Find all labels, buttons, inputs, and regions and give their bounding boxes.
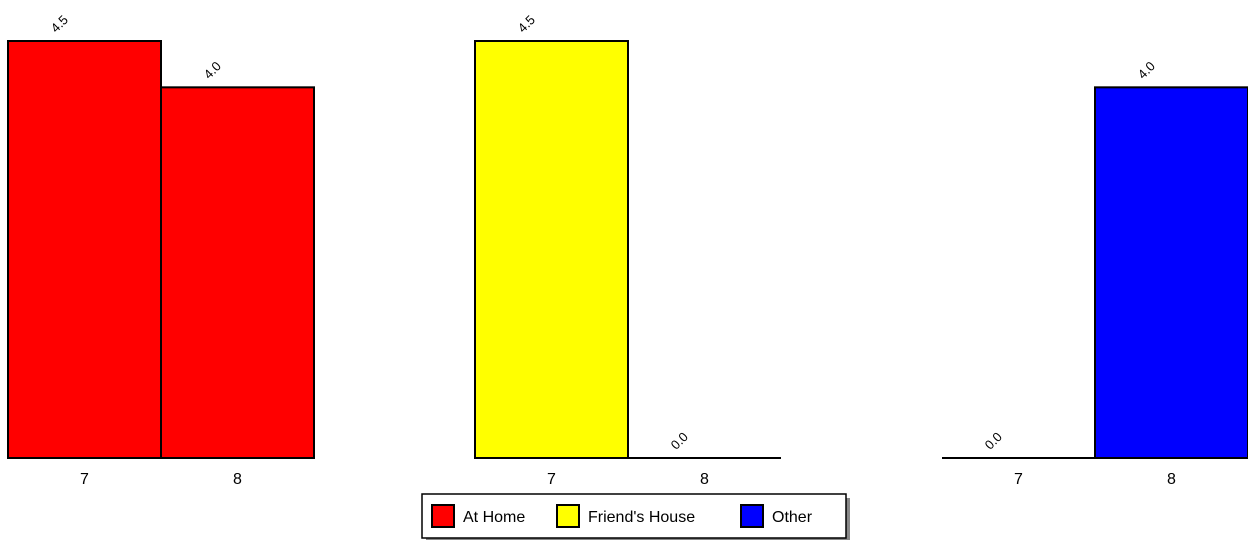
legend-swatch xyxy=(556,504,580,528)
data-label: 4.5 xyxy=(48,12,71,35)
x-tick-label: 7 xyxy=(80,471,89,488)
data-label: 4.0 xyxy=(1135,58,1158,81)
legend-swatch xyxy=(431,504,455,528)
data-label: 0.0 xyxy=(982,429,1005,452)
x-tick-label: 8 xyxy=(233,471,242,488)
legend-label: Friend's House xyxy=(588,509,695,526)
bar xyxy=(160,86,315,459)
legend-swatch xyxy=(740,504,764,528)
bar xyxy=(7,40,162,459)
legend-box xyxy=(421,493,847,539)
legend-label: At Home xyxy=(463,509,525,526)
x-tick-label: 8 xyxy=(700,471,709,488)
data-label: 4.0 xyxy=(201,58,224,81)
x-tick-label: 7 xyxy=(1014,471,1023,488)
legend: At Home Friend's House Other xyxy=(421,493,850,542)
x-tick-label: 7 xyxy=(547,471,556,488)
bar xyxy=(474,40,629,459)
data-label: 4.5 xyxy=(515,12,538,35)
bar xyxy=(1094,86,1248,459)
x-tick-label: 8 xyxy=(1167,471,1176,488)
legend-label: Other xyxy=(772,509,813,526)
data-label: 0.0 xyxy=(668,429,691,452)
